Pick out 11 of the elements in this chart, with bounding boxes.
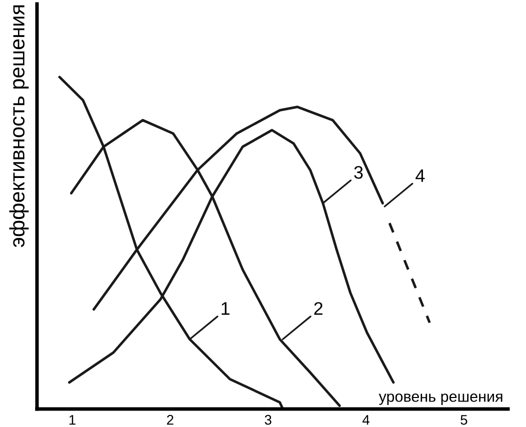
annotation: 2 [314,302,322,315]
x-tick-label: 3 [264,414,272,425]
annotation: 4 [416,170,425,182]
y-axis-title: эффективность решения [9,5,29,248]
x-tick-label: 1 [69,415,76,425]
x-tick-label: 2 [167,414,174,425]
x-axis-title: уровень решения [378,394,502,405]
x-tick-label: 5 [460,415,468,425]
annotation: 1 [222,302,230,315]
x-tick-label: 4 [362,415,370,425]
annotation: 3 [354,166,363,179]
